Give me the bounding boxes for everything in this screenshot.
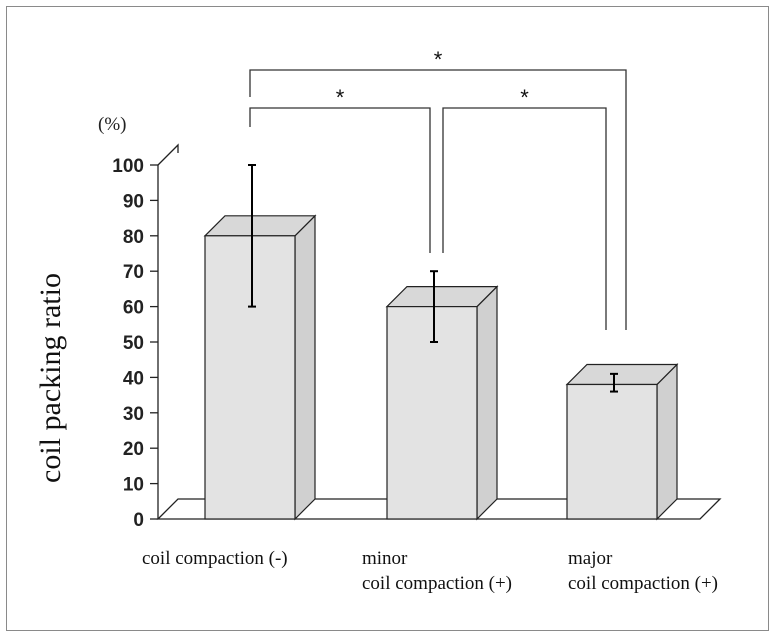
y-axis-back-edge — [157, 143, 179, 166]
y-tick-label: 80 — [123, 227, 144, 248]
significance-bracket — [249, 69, 627, 330]
bar-side-face — [476, 285, 498, 521]
bar-top-face — [203, 215, 317, 237]
x-category-label-line: coil compaction (+) — [568, 573, 718, 594]
bar — [204, 235, 296, 520]
chart-floor — [156, 498, 722, 520]
y-tick-label: 20 — [123, 439, 144, 460]
x-category-label-line: minor — [362, 548, 408, 569]
significance-bracket — [249, 107, 431, 253]
y-tick-label: 90 — [123, 191, 144, 212]
significance-star: * — [434, 47, 443, 72]
y-axis-title: coil packing ratio — [34, 273, 67, 483]
y-tick-label: 60 — [123, 298, 144, 319]
y-tick-label: 70 — [123, 262, 144, 283]
bar — [566, 383, 658, 520]
y-tick-label: 100 — [112, 156, 144, 177]
x-category-label: coil compaction (-) — [142, 548, 288, 569]
y-unit-label: (%) — [98, 114, 126, 135]
bar — [386, 306, 478, 520]
y-tick-label: 10 — [123, 475, 144, 496]
x-category-label: minor coil compaction (+) — [362, 548, 512, 594]
y-tick-label: 50 — [123, 333, 144, 354]
bar-side-face — [656, 363, 678, 521]
y-tick-label: 40 — [123, 368, 144, 389]
significance-bracket — [442, 107, 607, 330]
x-category-label-line: coil compaction (+) — [362, 573, 512, 594]
significance-star: * — [336, 85, 345, 110]
y-tick-label: 30 — [123, 404, 144, 425]
bar-top-face — [565, 363, 679, 386]
x-category-label: major coil compaction (+) — [568, 548, 718, 594]
x-category-label-line: major — [568, 548, 613, 569]
significance-star: * — [520, 85, 529, 110]
bar-side-face — [294, 214, 316, 521]
bar-top-face — [385, 286, 499, 308]
x-category-label-line: coil compaction (-) — [142, 548, 288, 569]
y-tick-label: 0 — [133, 510, 144, 531]
